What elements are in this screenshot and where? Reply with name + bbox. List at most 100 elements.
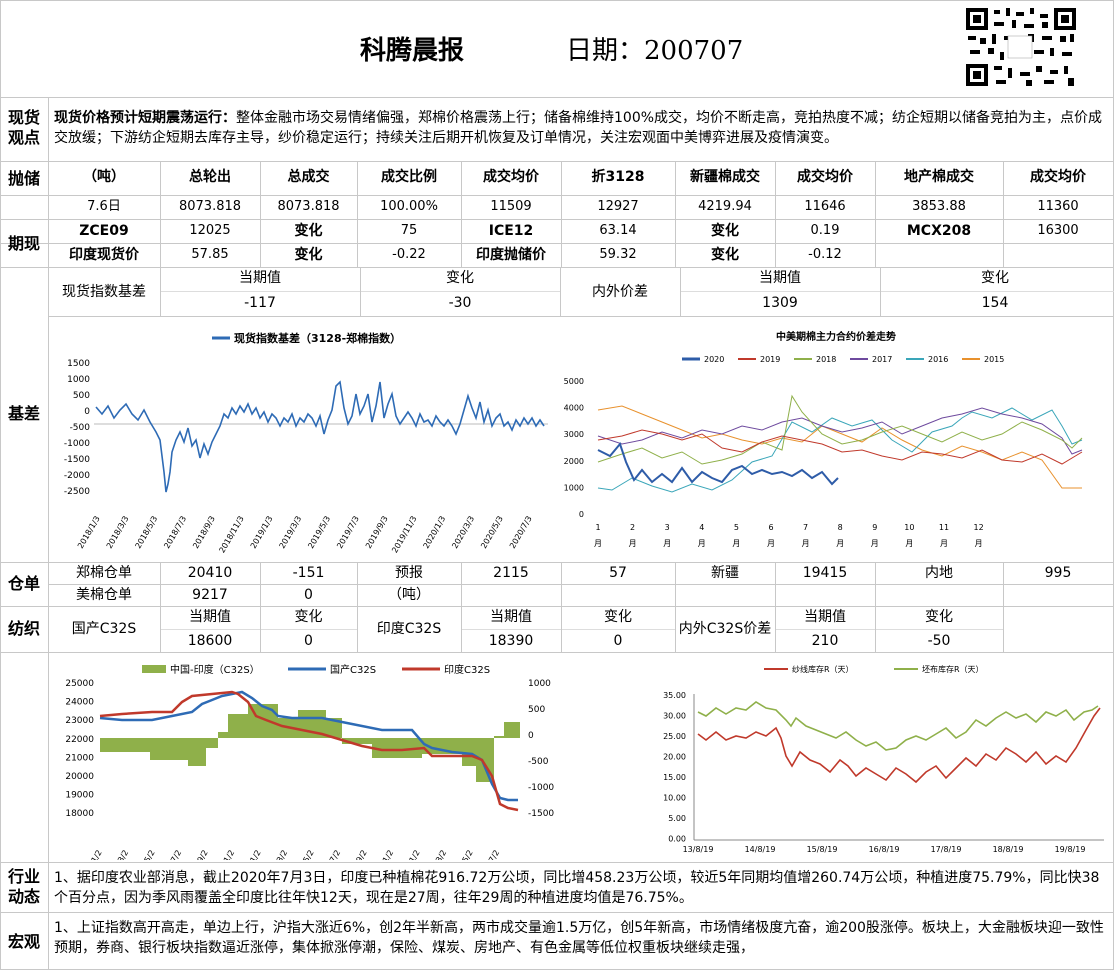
basis-chart-legend: 现货指数基差（3128-郑棉指数） xyxy=(234,331,401,345)
basis-change-value: -30 xyxy=(448,295,472,311)
basis-ytick: 500 xyxy=(73,391,90,401)
yarn-xtick: 18/9/2 xyxy=(189,849,210,861)
basis-series-line xyxy=(95,380,545,493)
yarn-india-line xyxy=(99,690,519,812)
basis-chart: 现货指数基差（3128-郑棉指数） 1500 1000 500 0 -500 -1000 -… xyxy=(64,331,548,555)
basis-xtick: 2020/5/3 xyxy=(479,515,505,551)
auction-value-9: 11360 xyxy=(1037,199,1079,214)
spot-view-heading: 现货价格预计短期震荡运行： xyxy=(54,110,236,126)
spread-2016 xyxy=(597,407,1083,493)
report-title: 科腾晨报 xyxy=(360,36,465,66)
auction-header-2: 总成交 xyxy=(287,169,330,185)
basis-ytick: -1000 xyxy=(64,439,90,449)
basis-xtick: 2019/3/3 xyxy=(278,515,304,551)
yarn-legend-swatch-diff xyxy=(142,665,166,673)
futures-r1-3: 75 xyxy=(400,223,418,238)
basis-current-header: 当期值 xyxy=(239,270,281,286)
spread-xtick-unit: 月 xyxy=(629,539,637,548)
section-label-spot: 现货 观点 xyxy=(7,108,40,147)
spread-legend-label: 2018 xyxy=(816,355,836,364)
stock-ytick: 15.00 xyxy=(663,773,686,782)
futures-r2-4: 印度抛储价 xyxy=(476,247,546,263)
textile-domestic-current: 18600 xyxy=(187,633,233,649)
section-label-industry: 行业 动态 xyxy=(7,867,40,906)
spread-xtick-unit: 月 xyxy=(767,539,775,548)
auction-value-8: 3853.88 xyxy=(912,199,966,214)
spread-current-header: 当期值 xyxy=(759,270,801,286)
basis-ytick: -2000 xyxy=(64,471,90,481)
basis-xtick: 2020/3/3 xyxy=(450,515,476,551)
yarn-xtick: 19/7/2 xyxy=(322,849,343,861)
yarn-legend-label: 印度C32S xyxy=(444,663,490,676)
stock-greige-line xyxy=(697,701,1099,751)
yarn-legend-label: 国产C32S xyxy=(330,663,376,676)
basis-xtick: 2018/3/3 xyxy=(105,515,131,551)
stock-xtick: 15/8/19 xyxy=(807,845,838,854)
yarn-ytick-left: 20000 xyxy=(65,772,94,782)
yarn-legend-diff: 中国-印度（C32S） xyxy=(170,663,260,676)
spread-xtick-unit: 月 xyxy=(663,539,671,548)
yarn-ytick-left: 23000 xyxy=(65,716,94,726)
yarn-ytick-right: 500 xyxy=(528,705,545,715)
section-label-basis: 基差 xyxy=(7,404,40,423)
warehouse-r1-8: 内地 xyxy=(925,565,953,581)
yarn-price-chart: 中国-印度（C32S） 国产C32S 印度C32S 25000 24000 23000 2… xyxy=(65,663,554,861)
auction-header-4: 成交均价 xyxy=(483,169,539,185)
basis-xtick: 2019/5/3 xyxy=(306,515,332,551)
spread-xtick-month: 1 xyxy=(595,523,600,532)
yarn-xtick: 18/1/2 xyxy=(83,849,104,861)
futures-r1-5: 63.14 xyxy=(599,223,637,238)
yarn-xtick: 18/3/2 xyxy=(110,849,131,861)
stock-ytick: 10.00 xyxy=(663,794,686,803)
spread-change-value: 154 xyxy=(981,295,1009,311)
textile-spread-change: -50 xyxy=(927,633,951,649)
warehouse-r2-0: 美棉仓单 xyxy=(76,587,132,603)
warehouse-r1-3: 预报 xyxy=(395,565,423,581)
warehouse-r1-7: 19415 xyxy=(802,565,848,581)
basis-ytick: -500 xyxy=(70,423,91,433)
futures-r2-2: 变化 xyxy=(294,247,323,263)
spread-xtick-unit: 月 xyxy=(871,539,879,548)
futures-r1-1: 12025 xyxy=(189,223,231,238)
warehouse-r1-6: 新疆 xyxy=(711,565,739,581)
textile-spread-current-header: 当期值 xyxy=(804,609,846,625)
spread-xtick-unit: 月 xyxy=(940,539,948,548)
section-label-futures: 期现 xyxy=(7,234,40,253)
textile-spread-change-header: 变化 xyxy=(925,609,953,625)
yarn-xtick: 20/3/2 xyxy=(428,849,449,861)
yarn-ytick-right: -1500 xyxy=(528,809,554,819)
warehouse-r2-2: 0 xyxy=(304,587,313,603)
stock-ytick: 5.00 xyxy=(668,814,686,823)
basis-xtick: 2020/1/3 xyxy=(422,515,448,551)
spread-2018 xyxy=(597,394,1083,465)
futures-r1-9: 16300 xyxy=(1037,223,1079,238)
spread-chart-title: 中美期棉主力合约价差走势 xyxy=(776,330,896,343)
spread-xtick-month: 6 xyxy=(768,523,773,532)
warehouse-r2-1: 9217 xyxy=(192,587,228,603)
yarn-diff-bars xyxy=(100,704,520,782)
stock-xtick: 14/8/19 xyxy=(745,845,776,854)
stock-ytick: 30.00 xyxy=(663,712,686,721)
warehouse-r1-2: -151 xyxy=(292,565,325,581)
auction-value-1: 8073.818 xyxy=(178,199,242,214)
spread-2015 xyxy=(597,405,1082,489)
auction-header-5: 折3128 xyxy=(591,169,645,185)
spread-xtick-unit: 月 xyxy=(802,539,810,548)
auction-value-0: 7.6日 xyxy=(87,199,121,214)
warehouse-r1-0: 郑棉仓单 xyxy=(76,565,132,581)
spread-ytick: 1000 xyxy=(564,483,584,492)
auction-value-7: 11646 xyxy=(804,199,846,214)
futures-r2-3: -0.22 xyxy=(392,247,426,262)
spot-view-body: 整体金融市场交易情绪偏强，郑棉价格震荡上行；储备棉维持100%成交，均价不断走高… xyxy=(54,110,1103,146)
yarn-ytick-right: -1000 xyxy=(528,783,554,793)
basis-ytick: -2500 xyxy=(64,487,90,497)
futures-r2-5: 59.32 xyxy=(599,247,637,262)
spread-xtick-month: 10 xyxy=(904,523,914,532)
basis-xtick: 2019/9/3 xyxy=(364,515,390,551)
stock-legend-label: 纱线库存R（天） xyxy=(792,664,854,674)
spot-view-text: 现货价格预计短期震荡运行：整体金融市场交易情绪偏强，郑棉价格震荡上行；储备棉维持… xyxy=(54,108,1108,148)
yarn-xtick: 20/1/2 xyxy=(401,849,422,861)
stock-xtick: 16/8/19 xyxy=(869,845,900,854)
section-label-warehouse: 仓单 xyxy=(7,574,40,593)
auction-value-2: 8073.818 xyxy=(277,199,340,214)
